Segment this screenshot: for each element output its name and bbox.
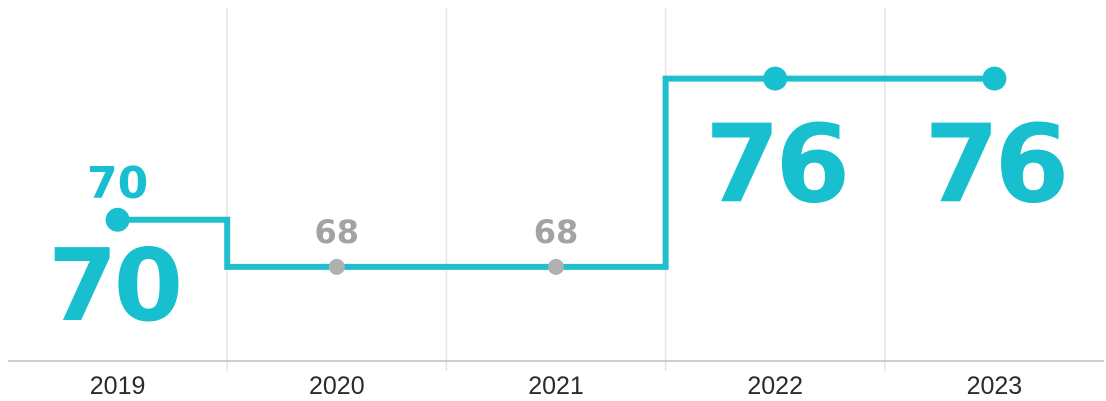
data-point-2022 <box>763 66 788 91</box>
data-point-2021 <box>548 258 564 275</box>
x-tick-label-2020: 2020 <box>309 372 365 400</box>
data-label-large-2023: 76 <box>924 103 1064 228</box>
x-tick-label-2023: 2023 <box>967 372 1023 400</box>
data-point-2020 <box>328 258 345 275</box>
x-tick-label-2022: 2022 <box>747 372 803 400</box>
data-label-large-2019: 70 <box>48 227 179 344</box>
point-layer <box>105 66 1007 275</box>
label-layer: 70 70 68 68 76 76 <box>48 103 1070 344</box>
tick-layer: 2019 2020 2021 2022 2023 <box>90 372 1022 400</box>
data-label-2019: 70 <box>87 158 148 209</box>
x-tick-label-2021: 2021 <box>528 372 584 400</box>
data-point-2019 <box>105 207 130 232</box>
data-point-2023 <box>982 66 1007 91</box>
x-tick-label-2019: 2019 <box>90 372 146 400</box>
data-label-2020: 68 <box>315 213 360 251</box>
data-label-2021: 68 <box>534 213 579 251</box>
data-label-large-2022: 76 <box>705 103 845 228</box>
